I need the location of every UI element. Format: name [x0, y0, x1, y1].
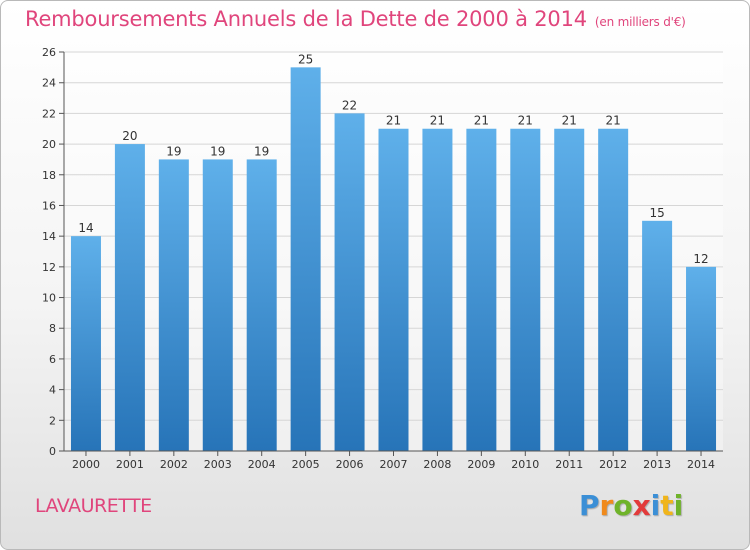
value-label-2009: 21: [474, 114, 489, 128]
logo-letter: i: [673, 489, 684, 522]
y-tick-label: 16: [42, 199, 56, 212]
value-label-2004: 19: [254, 144, 269, 158]
y-tick-label: 2: [49, 414, 56, 427]
bar-2014: [686, 266, 717, 451]
logo-letter: o: [613, 489, 633, 522]
y-tick-label: 8: [49, 322, 56, 335]
value-label-2000: 14: [78, 221, 93, 235]
logo-letter: r: [599, 489, 614, 522]
x-tick-label-2012: 2012: [599, 458, 627, 471]
bar-2000: [70, 236, 101, 451]
x-tick-label-2000: 2000: [72, 458, 100, 471]
bar-2007: [378, 128, 409, 451]
bar-2002: [158, 159, 189, 451]
y-tick-label: 14: [42, 230, 56, 243]
y-tick-label: 6: [49, 353, 56, 366]
value-label-2001: 20: [122, 129, 137, 143]
chart-title: Remboursements Annuels de la Dette de 20…: [25, 7, 686, 31]
y-tick-label: 20: [42, 138, 56, 151]
title-unit: (en milliers d'€): [594, 15, 686, 29]
title-text: Remboursements Annuels de la Dette de 20…: [25, 7, 587, 31]
y-tick-label: 0: [49, 445, 56, 458]
x-tick-label-2010: 2010: [511, 458, 539, 471]
x-tick-label-2014: 2014: [687, 458, 715, 471]
y-tick-label: 18: [42, 169, 56, 182]
logo-letter: t: [660, 489, 674, 522]
value-label-2003: 19: [210, 144, 225, 158]
bar-2013: [642, 220, 673, 451]
bar-2006: [334, 113, 365, 451]
bar-2011: [554, 128, 585, 451]
logo-letter: x: [632, 489, 651, 522]
y-tick-label: 10: [42, 292, 56, 305]
y-tick-label: 12: [42, 261, 56, 274]
value-label-2011: 21: [562, 114, 577, 128]
x-tick-label-2002: 2002: [160, 458, 188, 471]
x-tick-label-2003: 2003: [204, 458, 232, 471]
x-tick-label-2001: 2001: [116, 458, 144, 471]
logo-letter: P: [579, 489, 600, 522]
x-tick-label-2008: 2008: [423, 458, 451, 471]
bar-2001: [114, 144, 145, 452]
value-label-2014: 12: [693, 252, 708, 266]
x-tick-label-2005: 2005: [292, 458, 320, 471]
x-tick-label-2004: 2004: [248, 458, 276, 471]
bar-2004: [246, 159, 277, 451]
bar-2005: [290, 67, 321, 451]
value-label-2002: 19: [166, 144, 181, 158]
logo-letter: i: [650, 489, 661, 522]
x-tick-label-2013: 2013: [643, 458, 671, 471]
bar-2008: [422, 128, 453, 451]
y-tick-label: 22: [42, 107, 56, 120]
y-tick-label: 4: [49, 384, 56, 397]
commune-name: LAVAURETTE: [35, 495, 152, 517]
value-label-2013: 15: [649, 206, 664, 220]
bar-2012: [598, 128, 629, 451]
bar-2009: [466, 128, 497, 451]
x-tick-label-2011: 2011: [555, 458, 583, 471]
y-tick-label: 26: [42, 46, 56, 59]
value-label-2007: 21: [386, 114, 401, 128]
x-tick-label-2007: 2007: [380, 458, 408, 471]
x-tick-label-2006: 2006: [336, 458, 364, 471]
value-label-2010: 21: [518, 114, 533, 128]
value-label-2005: 25: [298, 52, 313, 66]
y-tick-label: 24: [42, 77, 56, 90]
value-label-2006: 22: [342, 98, 357, 112]
proxiti-logo: Proxiti: [579, 489, 683, 522]
value-label-2012: 21: [606, 114, 621, 128]
bar-2003: [202, 159, 233, 451]
value-label-2008: 21: [430, 114, 445, 128]
bar-2010: [510, 128, 541, 451]
x-tick-label-2009: 2009: [467, 458, 495, 471]
